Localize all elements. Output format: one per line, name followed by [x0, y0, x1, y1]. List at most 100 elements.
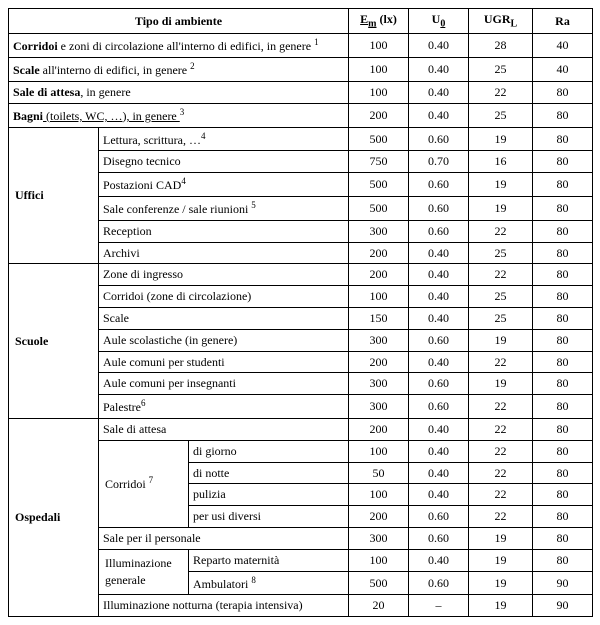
table-row: Corridoi e zoni di circolazione all'inte…	[9, 34, 593, 58]
cell-em: 50	[349, 462, 409, 484]
cell-ugr: 22	[469, 506, 533, 528]
cell-label: di giorno	[189, 440, 349, 462]
cell-em: 500	[349, 173, 409, 197]
cell-label: Aule comuni per studenti	[99, 351, 349, 373]
cell-u0: 0.60	[409, 196, 469, 220]
cell-em: 300	[349, 220, 409, 242]
cell-ugr: 22	[469, 220, 533, 242]
cell-ugr: 25	[469, 286, 533, 308]
cell-ugr: 25	[469, 58, 533, 82]
cell-ra: 80	[533, 127, 593, 151]
table-body: Corridoi e zoni di circolazione all'inte…	[9, 34, 593, 617]
cell-u0: 0.60	[409, 373, 469, 395]
cell-em: 20	[349, 595, 409, 617]
cell-ra: 80	[533, 286, 593, 308]
cell-ugr: 19	[469, 329, 533, 351]
cell-ugr: 22	[469, 264, 533, 286]
hdr-u0: U0	[409, 9, 469, 34]
hdr-ugr: UGRL	[469, 9, 533, 34]
cell-ra: 80	[533, 462, 593, 484]
cell-ugr: 19	[469, 127, 533, 151]
table-row: OspedaliSale di attesa2000.402280	[9, 418, 593, 440]
cell-em: 200	[349, 264, 409, 286]
cell-u0: 0.40	[409, 58, 469, 82]
cell-ra: 80	[533, 196, 593, 220]
cell-u0: 0.40	[409, 351, 469, 373]
cell-u0: 0.60	[409, 527, 469, 549]
cell-ra: 80	[533, 264, 593, 286]
cell-ra: 90	[533, 571, 593, 595]
cell-em: 100	[349, 440, 409, 462]
header-row: Tipo di ambiente Em (lx) U0 UGRL Ra	[9, 9, 593, 34]
cell-label: Zone di ingresso	[99, 264, 349, 286]
cell-em: 200	[349, 103, 409, 127]
cell-label: Bagni (toilets, WC, …), in genere 3	[9, 103, 349, 127]
cell-ugr: 22	[469, 395, 533, 419]
cell-u0: 0.60	[409, 329, 469, 351]
cell-ugr: 19	[469, 595, 533, 617]
cell-ra: 80	[533, 103, 593, 127]
cell-label: di notte	[189, 462, 349, 484]
cell-ra: 80	[533, 373, 593, 395]
cell-u0: 0.40	[409, 242, 469, 264]
cell-em: 200	[349, 506, 409, 528]
cell-ra: 80	[533, 307, 593, 329]
cell-em: 100	[349, 286, 409, 308]
cell-ra: 40	[533, 34, 593, 58]
cell-ra: 80	[533, 527, 593, 549]
table-row: Bagni (toilets, WC, …), in genere 32000.…	[9, 103, 593, 127]
cell-u0: 0.60	[409, 506, 469, 528]
cell-u0: 0.60	[409, 127, 469, 151]
cell-em: 200	[349, 418, 409, 440]
cell-ugr: 22	[469, 351, 533, 373]
cell-ugr: 22	[469, 440, 533, 462]
cell-em: 500	[349, 571, 409, 595]
cell-ugr: 19	[469, 196, 533, 220]
cell-ugr: 19	[469, 173, 533, 197]
cell-ra: 80	[533, 329, 593, 351]
cell-u0: 0.40	[409, 549, 469, 571]
cell-em: 150	[349, 307, 409, 329]
hdr-ra: Ra	[533, 9, 593, 34]
cell-label: Lettura, scrittura, …4	[99, 127, 349, 151]
cell-label: Corridoi e zoni di circolazione all'inte…	[9, 34, 349, 58]
cell-u0: 0.40	[409, 307, 469, 329]
cell-ra: 80	[533, 418, 593, 440]
cell-ugr: 22	[469, 462, 533, 484]
table-row: UfficiLettura, scrittura, …45000.601980	[9, 127, 593, 151]
cell-ra: 80	[533, 395, 593, 419]
cell-label: Ambulatori 8	[189, 571, 349, 595]
cell-ugr: 19	[469, 571, 533, 595]
cell-em: 500	[349, 127, 409, 151]
cell-em: 300	[349, 373, 409, 395]
cell-u0: 0.40	[409, 81, 469, 103]
cell-label: Scale all'interno di edifici, in genere …	[9, 58, 349, 82]
cell-em: 100	[349, 484, 409, 506]
cell-label: Reparto maternità	[189, 549, 349, 571]
cell-label: Palestre6	[99, 395, 349, 419]
cell-ra: 90	[533, 595, 593, 617]
cell-ra: 80	[533, 81, 593, 103]
cell-label: Sale per il personale	[99, 527, 349, 549]
cell-u0: 0.40	[409, 103, 469, 127]
cell-label: Postazioni CAD4	[99, 173, 349, 197]
cell-ra: 80	[533, 549, 593, 571]
group-title: Scuole	[9, 264, 99, 419]
subgroup-title: Corridoi 7	[99, 440, 189, 527]
cell-u0: 0.40	[409, 286, 469, 308]
cell-ra: 40	[533, 58, 593, 82]
cell-u0: 0.40	[409, 264, 469, 286]
cell-ugr: 22	[469, 81, 533, 103]
cell-label: Sale di attesa	[99, 418, 349, 440]
cell-u0: 0.70	[409, 151, 469, 173]
cell-ugr: 25	[469, 103, 533, 127]
subgroup-title: Illuminazione generale	[99, 549, 189, 595]
cell-u0: 0.60	[409, 571, 469, 595]
cell-label: Corridoi (zone di circolazione)	[99, 286, 349, 308]
cell-ugr: 19	[469, 527, 533, 549]
cell-ugr: 25	[469, 307, 533, 329]
hdr-tipo: Tipo di ambiente	[9, 9, 349, 34]
cell-ugr: 19	[469, 373, 533, 395]
cell-u0: 0.60	[409, 220, 469, 242]
table-row: Scale all'interno di edifici, in genere …	[9, 58, 593, 82]
